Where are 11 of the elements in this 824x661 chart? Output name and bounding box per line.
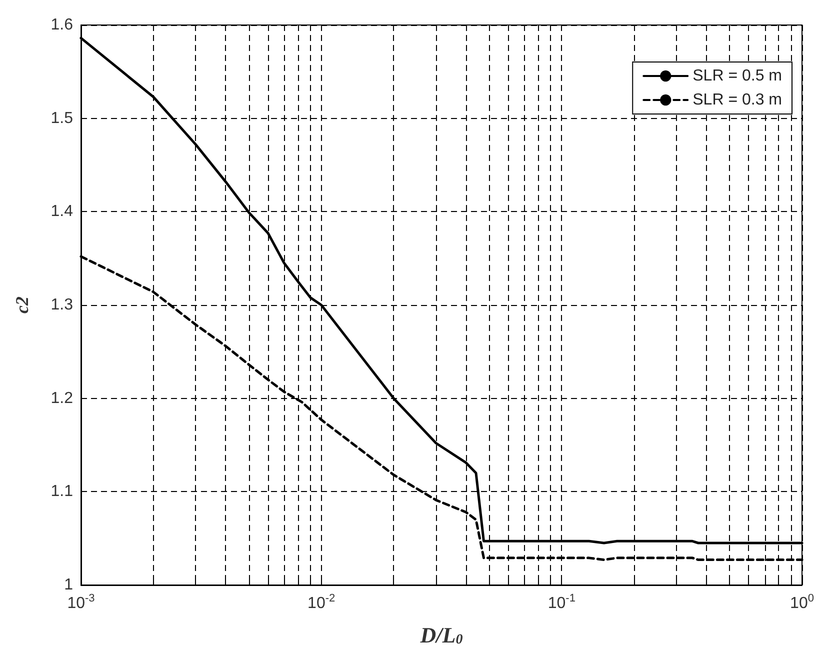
y-tick-label: 1.4 [50, 203, 74, 220]
x-axis-title: D/L0 [419, 622, 463, 648]
legend-label: SLR = 0.5 m [692, 68, 782, 84]
legend-label: SLR = 0.3 m [692, 92, 782, 108]
y-tick-label: 1.1 [50, 483, 74, 500]
y-tick-label: 1 [64, 576, 74, 594]
y-tick-label: 1.3 [50, 296, 74, 314]
y-tick-label: 1.5 [50, 110, 74, 127]
y-axis-title: c2 [12, 296, 32, 314]
y-tick-label: 1.6 [50, 16, 74, 34]
y-tick-label: 1.2 [50, 390, 74, 407]
